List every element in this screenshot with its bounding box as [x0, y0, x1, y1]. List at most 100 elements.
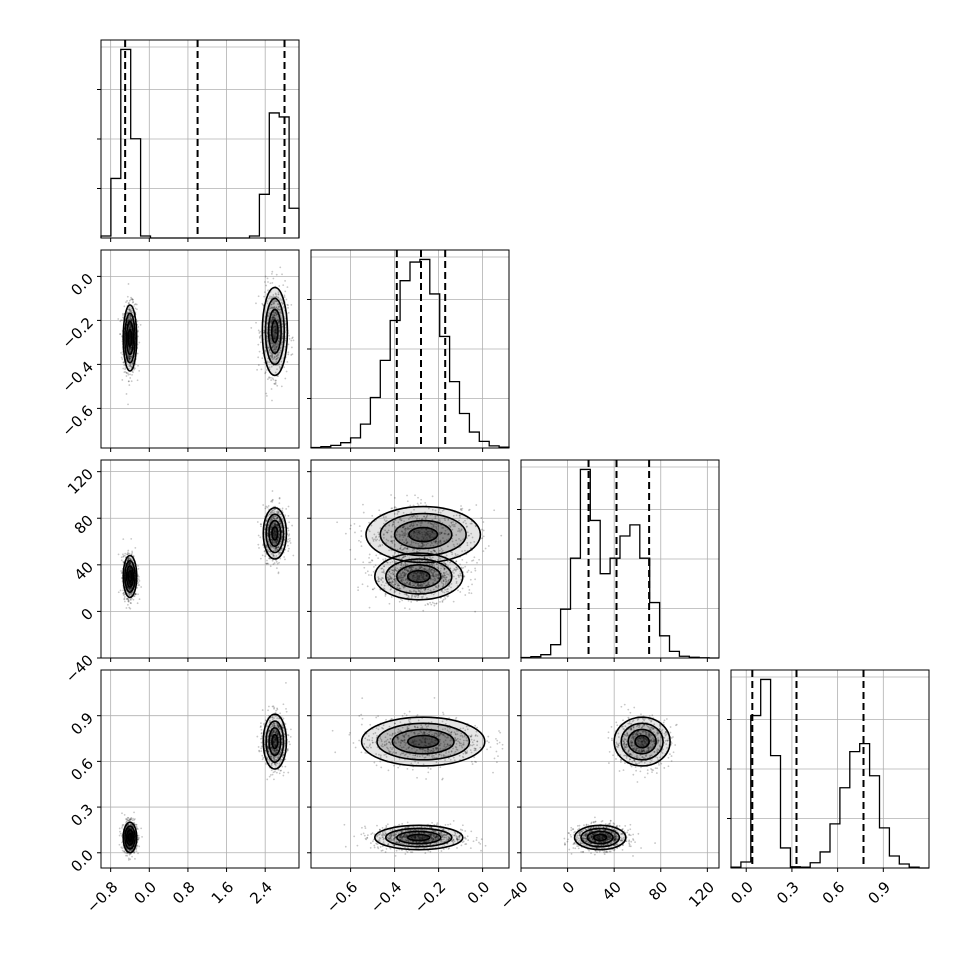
- data-point: [257, 356, 259, 358]
- data-point: [129, 608, 131, 610]
- data-point: [476, 562, 478, 564]
- histogram-bar: [571, 558, 581, 658]
- data-point: [466, 562, 468, 564]
- data-point: [270, 565, 272, 567]
- histogram-panel-3: [517, 460, 719, 662]
- data-point: [267, 289, 269, 291]
- data-point: [268, 505, 270, 507]
- data-point: [123, 361, 125, 363]
- data-point: [399, 601, 401, 603]
- data-point: [278, 502, 280, 504]
- data-point: [276, 561, 278, 563]
- data-point: [128, 384, 130, 386]
- data-point: [473, 556, 475, 558]
- data-point: [422, 610, 424, 612]
- data-point: [271, 273, 273, 275]
- data-point: [128, 381, 130, 383]
- data-point: [424, 604, 426, 606]
- data-point: [358, 540, 360, 542]
- data-point: [257, 544, 259, 546]
- data-point: [125, 371, 127, 373]
- data-point: [363, 512, 365, 514]
- data-point: [288, 343, 290, 345]
- data-point: [282, 284, 284, 286]
- data-point: [267, 378, 269, 380]
- histogram-bar: [810, 863, 820, 868]
- data-point: [354, 558, 356, 560]
- y-tick-label: −0.4: [59, 358, 97, 396]
- data-point: [290, 304, 292, 306]
- data-point: [288, 515, 290, 517]
- data-point: [262, 504, 264, 506]
- data-point: [482, 521, 484, 523]
- data-point: [283, 366, 285, 368]
- data-point: [284, 290, 286, 292]
- histogram-bar: [860, 744, 870, 868]
- histogram-bar: [899, 864, 909, 868]
- data-point: [371, 559, 373, 561]
- data-point: [483, 530, 485, 532]
- data-point: [256, 369, 258, 371]
- data-point: [276, 274, 278, 276]
- histogram-bar: [781, 848, 791, 868]
- data-point: [443, 599, 445, 601]
- point-cloud: [117, 266, 294, 405]
- histogram-bar: [741, 862, 751, 868]
- data-point: [289, 538, 291, 540]
- data-point: [261, 357, 263, 359]
- data-point: [461, 559, 463, 561]
- data-point: [122, 556, 124, 558]
- data-point: [420, 502, 422, 504]
- data-point: [464, 566, 466, 568]
- data-point: [485, 548, 487, 550]
- data-point: [130, 598, 132, 600]
- data-point: [120, 352, 122, 354]
- data-point: [417, 503, 419, 505]
- data-point: [128, 374, 130, 376]
- data-point: [287, 286, 289, 288]
- data-point: [290, 340, 292, 342]
- data-point: [371, 515, 373, 517]
- histogram-bar: [390, 321, 400, 448]
- data-point: [288, 335, 290, 337]
- data-point: [258, 330, 260, 332]
- data-point: [258, 535, 260, 537]
- data-point: [360, 535, 362, 537]
- data-point: [262, 554, 264, 556]
- data-point: [126, 607, 128, 609]
- data-point: [286, 299, 288, 301]
- data-point: [131, 552, 133, 554]
- data-point: [283, 556, 285, 558]
- data-point: [122, 589, 124, 591]
- data-point: [259, 337, 261, 339]
- data-point: [435, 603, 437, 605]
- y-tick-label: −0.6: [59, 402, 97, 440]
- data-point: [391, 596, 393, 598]
- data-point: [121, 559, 123, 561]
- histogram-bar: [889, 856, 899, 868]
- data-point: [284, 378, 286, 380]
- data-point: [265, 508, 267, 510]
- data-point: [291, 353, 293, 355]
- data-point: [271, 388, 273, 390]
- data-point: [483, 535, 485, 537]
- data-point: [272, 377, 274, 379]
- data-point: [357, 586, 359, 588]
- histogram-bar: [410, 262, 420, 448]
- y-tick-label: −0.2: [59, 314, 97, 352]
- data-point: [121, 379, 123, 381]
- data-point: [278, 285, 280, 287]
- data-point: [378, 509, 380, 511]
- data-point: [279, 266, 281, 268]
- data-point: [124, 598, 126, 600]
- data-point: [122, 538, 124, 540]
- data-point: [377, 557, 379, 559]
- data-point: [137, 379, 139, 381]
- data-point: [474, 568, 476, 570]
- histogram-bar: [351, 438, 361, 448]
- data-point: [471, 584, 473, 586]
- data-point: [271, 271, 273, 273]
- data-point: [463, 576, 465, 578]
- histogram-panel-2: [307, 250, 509, 452]
- data-point: [345, 533, 347, 535]
